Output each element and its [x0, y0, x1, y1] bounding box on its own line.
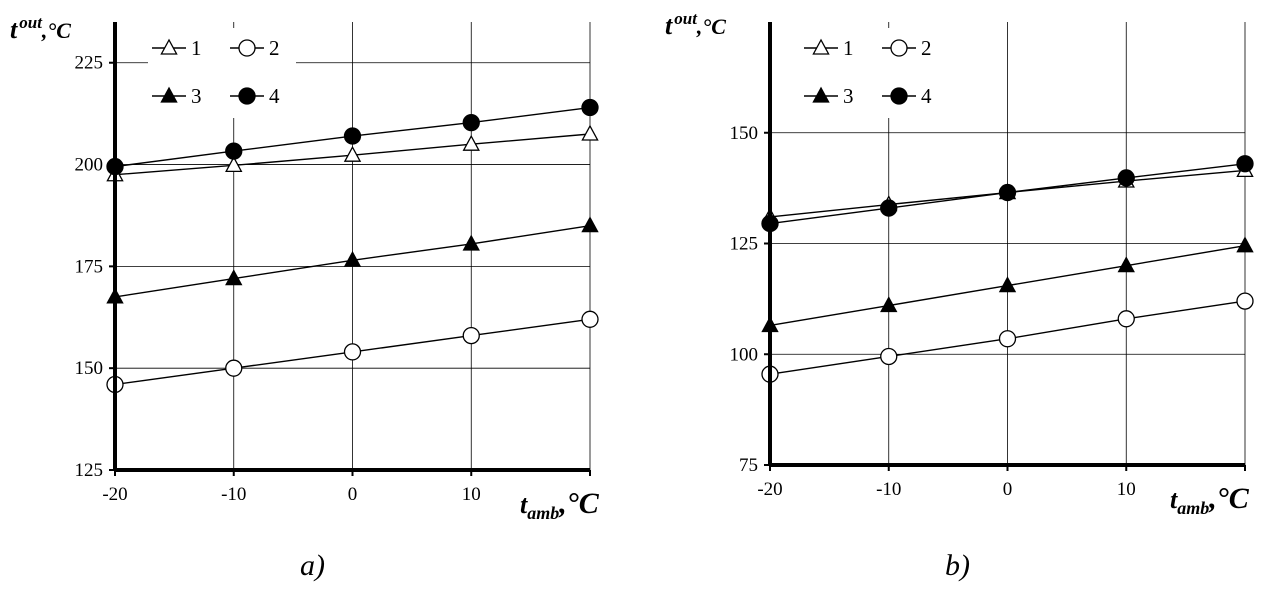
legend-label: 1 [843, 36, 854, 60]
series-2-point [880, 347, 898, 366]
series-3-point [581, 216, 599, 233]
legend-label: 2 [921, 36, 932, 60]
legend-box [148, 28, 296, 118]
series-3-point [880, 296, 898, 313]
x-tick-label: -20 [102, 484, 127, 505]
legend-label: 3 [191, 84, 202, 108]
series-4-point [1117, 169, 1135, 187]
y-tick-label: 175 [75, 256, 104, 277]
chart-panel-b: 75 100 125 150 -20 -10 0 10 1 2 3 4 t out,°C tamb,… [665, 9, 1254, 582]
legend-marker-2 [890, 39, 908, 57]
chart-panel-a: 125 150 175 200 225 -20 -10 0 10 1 2 3 4 t out,°C t… [10, 13, 600, 582]
legend-marker-1 [812, 38, 830, 55]
series-3-point [998, 276, 1017, 293]
legend-marker-2 [238, 39, 256, 57]
legend-marker-4 [890, 87, 908, 105]
legend-box [800, 28, 948, 118]
y-tick-label: 75 [739, 455, 758, 476]
series-4-point [880, 199, 898, 217]
y-tick-label: 225 [75, 53, 104, 74]
series-1-point [225, 155, 243, 173]
series-1-point [462, 134, 480, 151]
y-axis-label: t out,°C [10, 13, 71, 44]
series-2-point [581, 310, 599, 328]
series-3-point [343, 250, 362, 267]
y-tick-label: 200 [75, 155, 104, 176]
series-2-point [1117, 310, 1135, 328]
x-tick-label: -10 [876, 479, 901, 500]
y-axis-label: t out,°C [665, 9, 726, 40]
x-tick-label: -10 [221, 484, 246, 505]
series-3-point [1117, 256, 1135, 273]
x-tick-label: 0 [1003, 479, 1013, 500]
series-2-point [1236, 292, 1254, 310]
legend-label: 4 [269, 84, 280, 108]
x-tick-label: 10 [1117, 479, 1136, 500]
series-4-point [462, 113, 480, 132]
series-1-point [343, 145, 362, 162]
series-4-point [225, 142, 243, 160]
series-3-point [1236, 236, 1254, 253]
legend-marker-1 [160, 38, 178, 55]
legend-marker-4 [238, 87, 256, 105]
panel-label: b) [945, 549, 970, 582]
legend-label: 2 [269, 36, 280, 60]
series-4-point [1236, 155, 1254, 173]
series-2-point [462, 326, 480, 345]
series-3-point [462, 234, 480, 251]
legend-marker-3 [160, 86, 178, 103]
x-tick-label: -20 [757, 479, 782, 500]
series-1-point [581, 124, 599, 141]
legend-marker-3 [812, 86, 830, 103]
y-tick-label: 150 [730, 123, 759, 144]
x-axis-label: tamb,°C [1170, 482, 1250, 518]
panel-label: a) [300, 549, 325, 582]
series-2-point [343, 343, 362, 361]
y-tick-label: 150 [75, 358, 104, 379]
y-tick-label: 100 [730, 344, 759, 365]
series-2-point [225, 359, 243, 377]
legend-label: 4 [921, 84, 932, 108]
series-3-point [225, 269, 243, 286]
y-tick-label: 125 [730, 234, 759, 255]
series-4-point [998, 183, 1017, 202]
x-axis-label: tamb,°C [520, 487, 600, 523]
x-tick-label: 10 [462, 484, 481, 505]
x-tick-label: 0 [348, 484, 358, 505]
series-4-point [581, 98, 599, 117]
legend-label: 3 [843, 84, 854, 108]
series-4-point [343, 127, 362, 145]
series-2-point [998, 330, 1017, 348]
y-tick-label: 125 [75, 460, 104, 481]
legend-label: 1 [191, 36, 202, 60]
